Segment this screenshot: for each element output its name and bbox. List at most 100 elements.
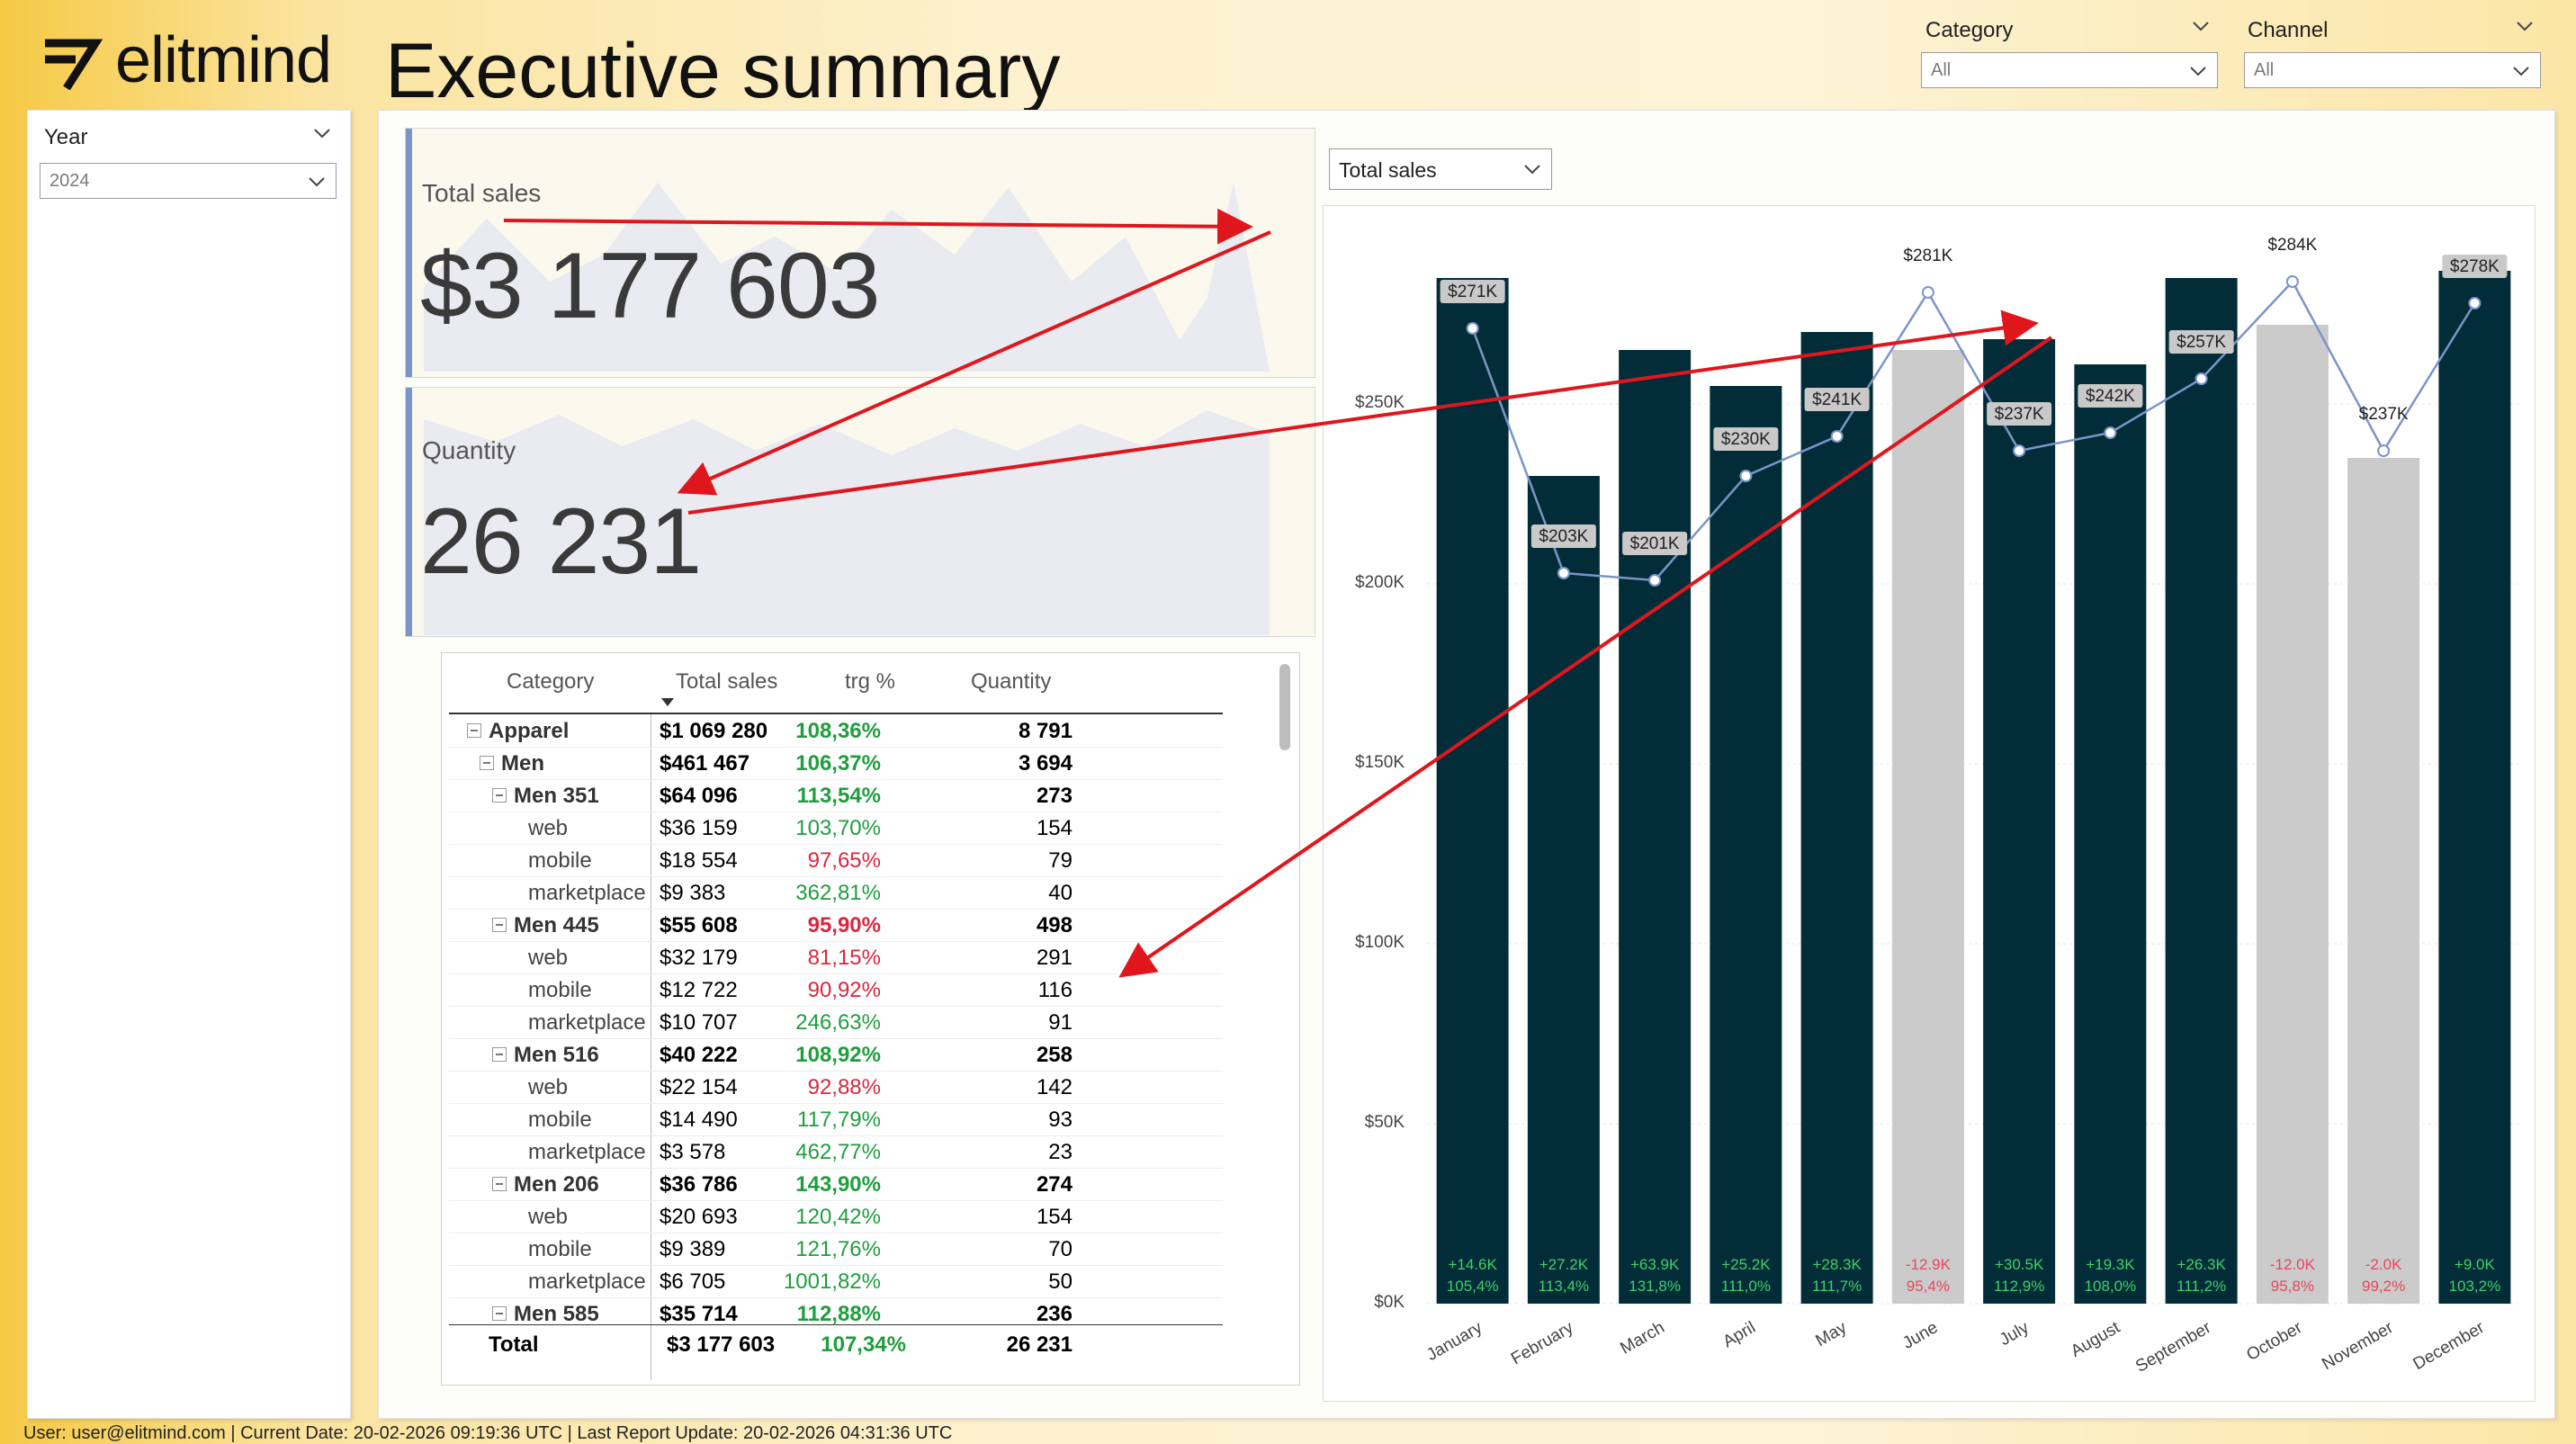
category-filter-label: Category <box>1925 18 2014 42</box>
trg-cell: 106,37% <box>795 751 881 776</box>
quantity-card[interactable]: Quantity 26 231 <box>405 387 1315 637</box>
bar-january <box>1436 278 1509 1304</box>
bar-july <box>1983 339 2056 1304</box>
quantity-value: 26 231 <box>420 489 702 594</box>
variance-label: +28.3K <box>1812 1256 1862 1273</box>
x-tick-label: July <box>1997 1318 2033 1350</box>
collapse-icon[interactable] <box>467 723 481 738</box>
variance-label: +9.0K <box>2455 1256 2496 1273</box>
sales-cell: $12 722 <box>660 978 738 1002</box>
monthly-sales-chart[interactable]: $0K $50K $100K $150K $200K $250K +14.6K 105,4%… <box>1323 205 2536 1402</box>
quantity-label: Quantity <box>422 436 516 464</box>
bar-october <box>2256 325 2329 1304</box>
chart-measure-dropdown[interactable]: Total sales <box>1329 148 1552 190</box>
trg-cell: 1001,82% <box>783 1269 881 1294</box>
sales-cell: $6 705 <box>660 1269 726 1294</box>
total-sales-cell: $3 177 603 <box>667 1332 776 1357</box>
sort-desc-icon <box>661 698 674 706</box>
data-label: $281K <box>1903 247 1952 265</box>
collapse-icon[interactable] <box>492 1177 507 1191</box>
chevron-down-icon <box>2513 67 2529 76</box>
sales-cell: $36 786 <box>660 1172 738 1197</box>
category-cell: web <box>528 946 569 970</box>
target-point <box>2104 426 2117 439</box>
table-row[interactable]: mobile $9 389 121,76% 70 <box>449 1233 1223 1266</box>
table-row[interactable]: Men 206 $36 786 143,90% 274 <box>449 1168 1223 1201</box>
collapse-icon[interactable] <box>480 756 494 770</box>
column-header-trg-pct[interactable]: trg % <box>845 669 896 694</box>
table-row[interactable]: Men 351 $64 096 113,54% 273 <box>449 779 1223 812</box>
collapse-icon[interactable] <box>492 1306 507 1321</box>
page-title: Executive summary <box>385 28 1061 114</box>
x-tick-label: March <box>1617 1318 1667 1359</box>
table-row[interactable]: web $36 159 103,70% 154 <box>449 812 1223 845</box>
channel-dropdown[interactable]: All <box>2244 52 2541 88</box>
variance-pct-label: 111,0% <box>1721 1278 1771 1295</box>
table-row[interactable]: Men 445 $55 608 95,90% 498 <box>449 909 1223 942</box>
target-point <box>1557 567 1570 579</box>
category-cell: Men 445 <box>514 913 599 937</box>
category-matrix-table[interactable]: Category Total sales trg % Quantity Appa… <box>441 652 1300 1386</box>
table-row[interactable]: Men 516 $40 222 108,92% 258 <box>449 1038 1223 1072</box>
x-tick-label: June <box>1899 1318 1941 1353</box>
data-label: $201K <box>1630 534 1680 553</box>
collapse-icon[interactable] <box>492 788 507 803</box>
target-point <box>1830 430 1844 443</box>
filter-side-panel: Year 2024 <box>27 110 351 1419</box>
year-filter-label: Year <box>44 125 88 149</box>
column-header-category[interactable]: Category <box>507 669 595 694</box>
table-row[interactable]: mobile $18 554 97,65% 79 <box>449 844 1223 877</box>
category-cell: mobile <box>528 978 592 1002</box>
data-label-bg <box>2078 384 2143 408</box>
table-row[interactable]: web $32 179 81,15% 291 <box>449 941 1223 974</box>
x-tick-label: January <box>1423 1318 1485 1365</box>
table-row[interactable]: Men 585 $35 714 112,88% 236 <box>449 1297 1223 1324</box>
category-cell: Men 351 <box>514 784 599 808</box>
qty-cell: 273 <box>1036 784 1073 808</box>
table-row[interactable]: marketplace $10 707 246,63% 91 <box>449 1006 1223 1039</box>
trg-cell: 120,42% <box>795 1205 881 1229</box>
collapse-icon[interactable] <box>492 1047 507 1062</box>
data-label: $203K <box>1539 527 1588 546</box>
year-dropdown[interactable]: 2024 <box>40 163 337 199</box>
total-qty-cell: 26 231 <box>1006 1332 1073 1357</box>
table-row[interactable]: mobile $12 722 90,92% 116 <box>449 973 1223 1007</box>
report-footer: User: user@elitmind.com | Current Date: … <box>23 1423 953 1443</box>
target-point <box>2468 297 2482 309</box>
variance-pct-label: 103,2% <box>2449 1278 2501 1295</box>
table-row[interactable]: web $22 154 92,88% 142 <box>449 1071 1223 1104</box>
variance-pct-label: 108,0% <box>2085 1278 2137 1295</box>
total-sales-card[interactable]: Total sales $3 177 603 <box>405 128 1315 378</box>
chevron-down-icon <box>309 177 325 187</box>
chevron-down-icon[interactable] <box>2515 16 2535 36</box>
table-row[interactable]: Men $461 467 106,37% 3 694 <box>449 747 1223 780</box>
trg-cell: 92,88% <box>807 1075 881 1099</box>
sales-cell: $40 222 <box>660 1043 738 1067</box>
column-header-total-sales[interactable]: Total sales <box>676 669 778 694</box>
chevron-down-icon[interactable] <box>312 123 332 143</box>
category-cell: Men 516 <box>514 1043 599 1067</box>
variance-pct-label: 131,8% <box>1629 1278 1681 1295</box>
chevron-down-icon[interactable] <box>2191 16 2211 36</box>
data-label: $237K <box>1995 405 2044 424</box>
table-row[interactable]: marketplace $3 578 462,77% 23 <box>449 1135 1223 1169</box>
data-label: $284K <box>2267 236 2317 255</box>
data-label: $257K <box>2177 333 2226 352</box>
category-dropdown-value: All <box>1931 60 1952 80</box>
variance-label: -12.0K <box>2270 1256 2316 1273</box>
category-dropdown[interactable]: All <box>1921 52 2218 88</box>
table-row[interactable]: marketplace $9 383 362,81% 40 <box>449 876 1223 910</box>
qty-cell: 91 <box>1048 1010 1073 1035</box>
column-header-quantity[interactable]: Quantity <box>971 669 1052 694</box>
table-row[interactable]: Apparel $1 069 280 108,36% 8 791 <box>449 714 1223 748</box>
sales-cell: $35 714 <box>660 1302 738 1324</box>
bar-december <box>2438 271 2511 1304</box>
table-row[interactable]: marketplace $6 705 1001,82% 50 <box>449 1265 1223 1298</box>
target-point <box>1739 470 1753 482</box>
collapse-icon[interactable] <box>492 918 507 932</box>
category-cell: web <box>528 1075 569 1099</box>
table-row[interactable]: web $20 693 120,42% 154 <box>449 1200 1223 1233</box>
table-row[interactable]: mobile $14 490 117,79% 93 <box>449 1103 1223 1136</box>
table-scrollbar[interactable] <box>1279 664 1290 750</box>
elitmind-logo-icon <box>45 39 103 91</box>
